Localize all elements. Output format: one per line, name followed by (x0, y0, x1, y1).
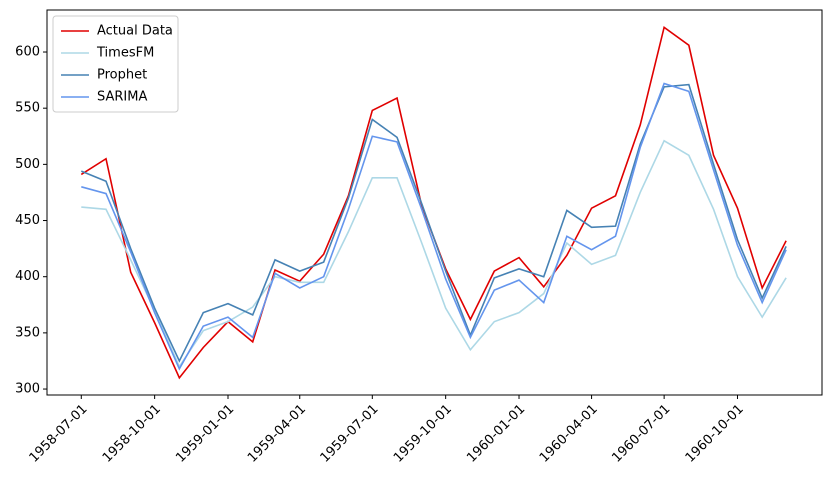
plot-frame (46, 9, 823, 396)
series-line (81, 139, 787, 369)
y-tick-label: 350 (15, 325, 40, 340)
x-tick-label: 1959-01-01 (173, 402, 237, 466)
x-tick-label: 1959-07-01 (318, 402, 382, 466)
y-tick-label: 600 (15, 45, 40, 60)
x-tick-label: 1960-10-01 (683, 402, 747, 466)
y-tick-label: 550 (15, 101, 40, 116)
legend-label: Prophet (97, 68, 147, 83)
y-tick-label: 450 (15, 213, 40, 228)
y-tick-label: 400 (15, 269, 40, 284)
x-tick-label: 1960-07-01 (609, 402, 673, 466)
series-line (80, 25, 787, 380)
legend-box (52, 15, 179, 113)
x-tick-label: 1960-01-01 (464, 402, 528, 466)
y-tick-label: 500 (15, 157, 40, 172)
x-tick-label: 1958-07-01 (27, 402, 91, 466)
x-tick-label: 1958-10-01 (100, 402, 164, 466)
x-tick-label: 1959-04-01 (245, 402, 309, 466)
series-line (80, 83, 787, 363)
legend-label: SARIMA (97, 90, 147, 105)
legend-label: TimesFM (96, 46, 154, 61)
x-tick-label: 1960-04-01 (537, 402, 601, 466)
x-tick-label: 1959-10-01 (391, 402, 455, 466)
legend-label: Actual Data (97, 24, 173, 39)
y-tick-label: 300 (15, 382, 40, 397)
series-line (81, 82, 787, 371)
